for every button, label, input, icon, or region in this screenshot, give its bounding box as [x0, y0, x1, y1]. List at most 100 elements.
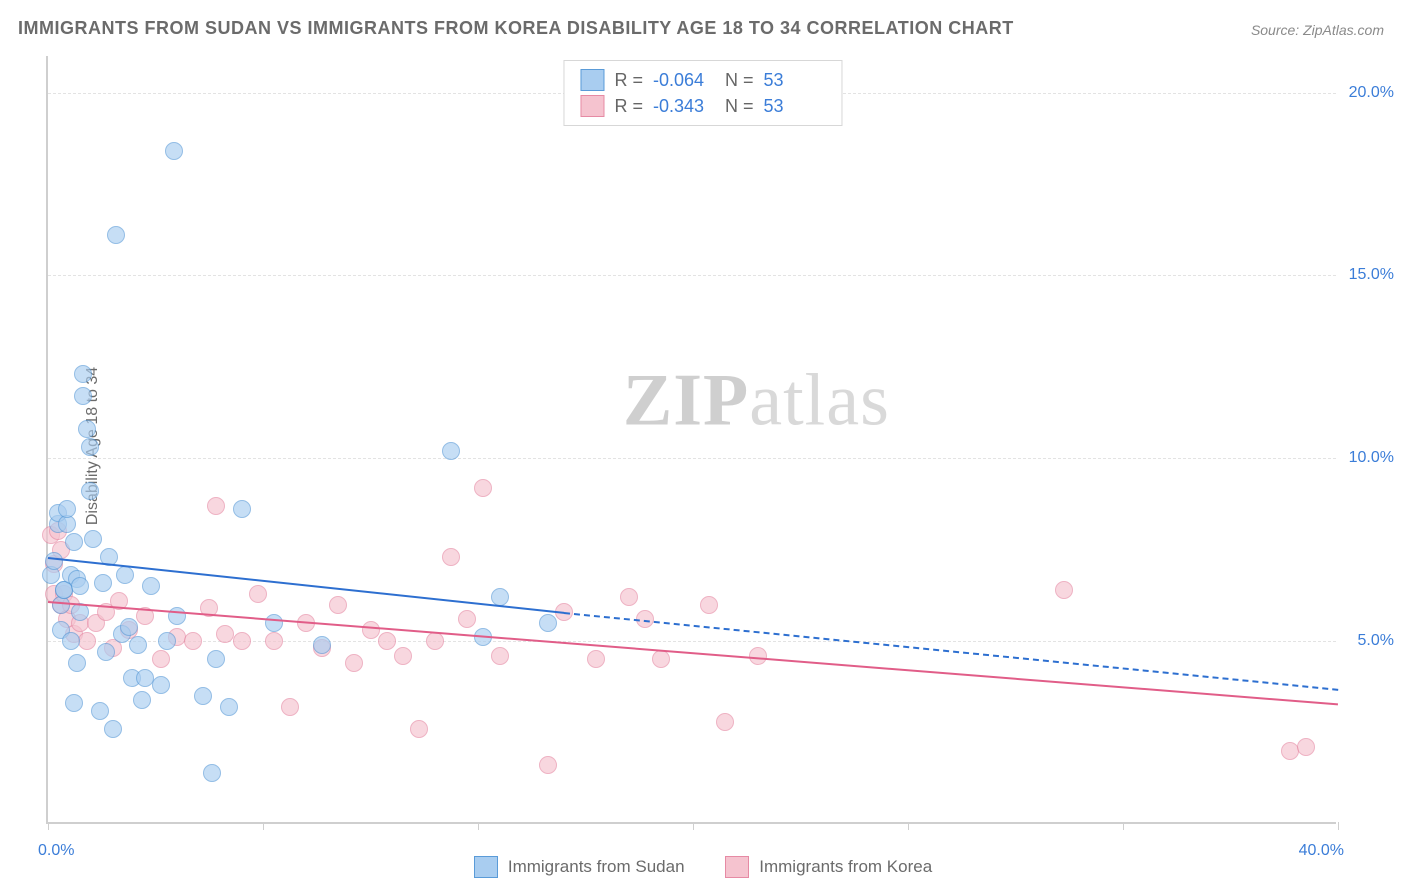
- data-point: [184, 632, 202, 650]
- data-point: [97, 643, 115, 661]
- data-point: [442, 548, 460, 566]
- x-tick-mark: [1338, 822, 1339, 830]
- data-point: [265, 614, 283, 632]
- data-point: [74, 387, 92, 405]
- data-point: [133, 691, 151, 709]
- x-tick-mark: [263, 822, 264, 830]
- data-point: [142, 577, 160, 595]
- r-label: R =: [614, 70, 643, 91]
- data-point: [458, 610, 476, 628]
- data-point: [65, 533, 83, 551]
- legend-label-sudan: Immigrants from Sudan: [508, 857, 685, 877]
- data-point: [71, 577, 89, 595]
- data-point: [62, 632, 80, 650]
- data-point: [249, 585, 267, 603]
- data-point: [426, 632, 444, 650]
- data-point: [233, 500, 251, 518]
- data-point: [620, 588, 638, 606]
- r-value-sudan: -0.064: [653, 70, 715, 91]
- gridline-h: [48, 275, 1336, 276]
- data-point: [442, 442, 460, 460]
- data-point: [81, 438, 99, 456]
- data-point: [378, 632, 396, 650]
- n-label: N =: [725, 70, 754, 91]
- legend-item-sudan: Immigrants from Sudan: [474, 856, 685, 878]
- chart-title: IMMIGRANTS FROM SUDAN VS IMMIGRANTS FROM…: [18, 18, 1014, 39]
- data-point: [207, 497, 225, 515]
- data-point: [78, 420, 96, 438]
- data-point: [91, 702, 109, 720]
- y-tick-label: 10.0%: [1340, 449, 1394, 467]
- swatch-korea: [725, 856, 749, 878]
- data-point: [587, 650, 605, 668]
- n-label: N =: [725, 96, 754, 117]
- data-point: [345, 654, 363, 672]
- data-point: [539, 614, 557, 632]
- data-point: [1055, 581, 1073, 599]
- data-point: [313, 636, 331, 654]
- legend-item-korea: Immigrants from Korea: [725, 856, 932, 878]
- plot-area: ZIPatlas 5.0%10.0%15.0%20.0%: [46, 56, 1336, 824]
- data-point: [94, 574, 112, 592]
- data-point: [1297, 738, 1315, 756]
- data-point: [45, 552, 63, 570]
- y-tick-label: 20.0%: [1340, 84, 1394, 102]
- r-value-korea: -0.343: [653, 96, 715, 117]
- data-point: [152, 650, 170, 668]
- data-point: [78, 632, 96, 650]
- data-point: [281, 698, 299, 716]
- swatch-sudan: [474, 856, 498, 878]
- data-point: [474, 479, 492, 497]
- n-value-sudan: 53: [764, 70, 826, 91]
- gridline-h: [48, 458, 1336, 459]
- data-point: [104, 720, 122, 738]
- data-point: [233, 632, 251, 650]
- swatch-sudan: [580, 69, 604, 91]
- source-attribution: Source: ZipAtlas.com: [1251, 22, 1384, 38]
- data-point: [700, 596, 718, 614]
- watermark-zip: ZIP: [623, 359, 749, 441]
- y-tick-label: 5.0%: [1340, 632, 1394, 650]
- data-point: [207, 650, 225, 668]
- data-point: [362, 621, 380, 639]
- data-point: [265, 632, 283, 650]
- legend-label-korea: Immigrants from Korea: [759, 857, 932, 877]
- data-point: [152, 676, 170, 694]
- data-point: [539, 756, 557, 774]
- data-point: [65, 694, 83, 712]
- data-point: [394, 647, 412, 665]
- data-point: [165, 142, 183, 160]
- data-point: [220, 698, 238, 716]
- data-point: [410, 720, 428, 738]
- series-legend: Immigrants from Sudan Immigrants from Ko…: [0, 856, 1406, 883]
- data-point: [749, 647, 767, 665]
- data-point: [74, 365, 92, 383]
- legend-row-korea: R = -0.343 N = 53: [580, 93, 825, 119]
- n-value-korea: 53: [764, 96, 826, 117]
- data-point: [203, 764, 221, 782]
- x-tick-mark: [908, 822, 909, 830]
- x-tick-mark: [48, 822, 49, 830]
- data-point: [158, 632, 176, 650]
- data-point: [81, 482, 99, 500]
- watermark-atlas: atlas: [749, 359, 890, 441]
- watermark: ZIPatlas: [623, 358, 890, 443]
- data-point: [58, 500, 76, 518]
- data-point: [716, 713, 734, 731]
- data-point: [652, 650, 670, 668]
- data-point: [329, 596, 347, 614]
- data-point: [84, 530, 102, 548]
- correlation-legend: R = -0.064 N = 53 R = -0.343 N = 53: [563, 60, 842, 126]
- data-point: [107, 226, 125, 244]
- trend-line: [48, 601, 1338, 705]
- swatch-korea: [580, 95, 604, 117]
- data-point: [68, 654, 86, 672]
- data-point: [120, 618, 138, 636]
- data-point: [194, 687, 212, 705]
- legend-row-sudan: R = -0.064 N = 53: [580, 67, 825, 93]
- x-tick-mark: [693, 822, 694, 830]
- x-tick-mark: [1123, 822, 1124, 830]
- r-label: R =: [614, 96, 643, 117]
- x-tick-mark: [478, 822, 479, 830]
- data-point: [116, 566, 134, 584]
